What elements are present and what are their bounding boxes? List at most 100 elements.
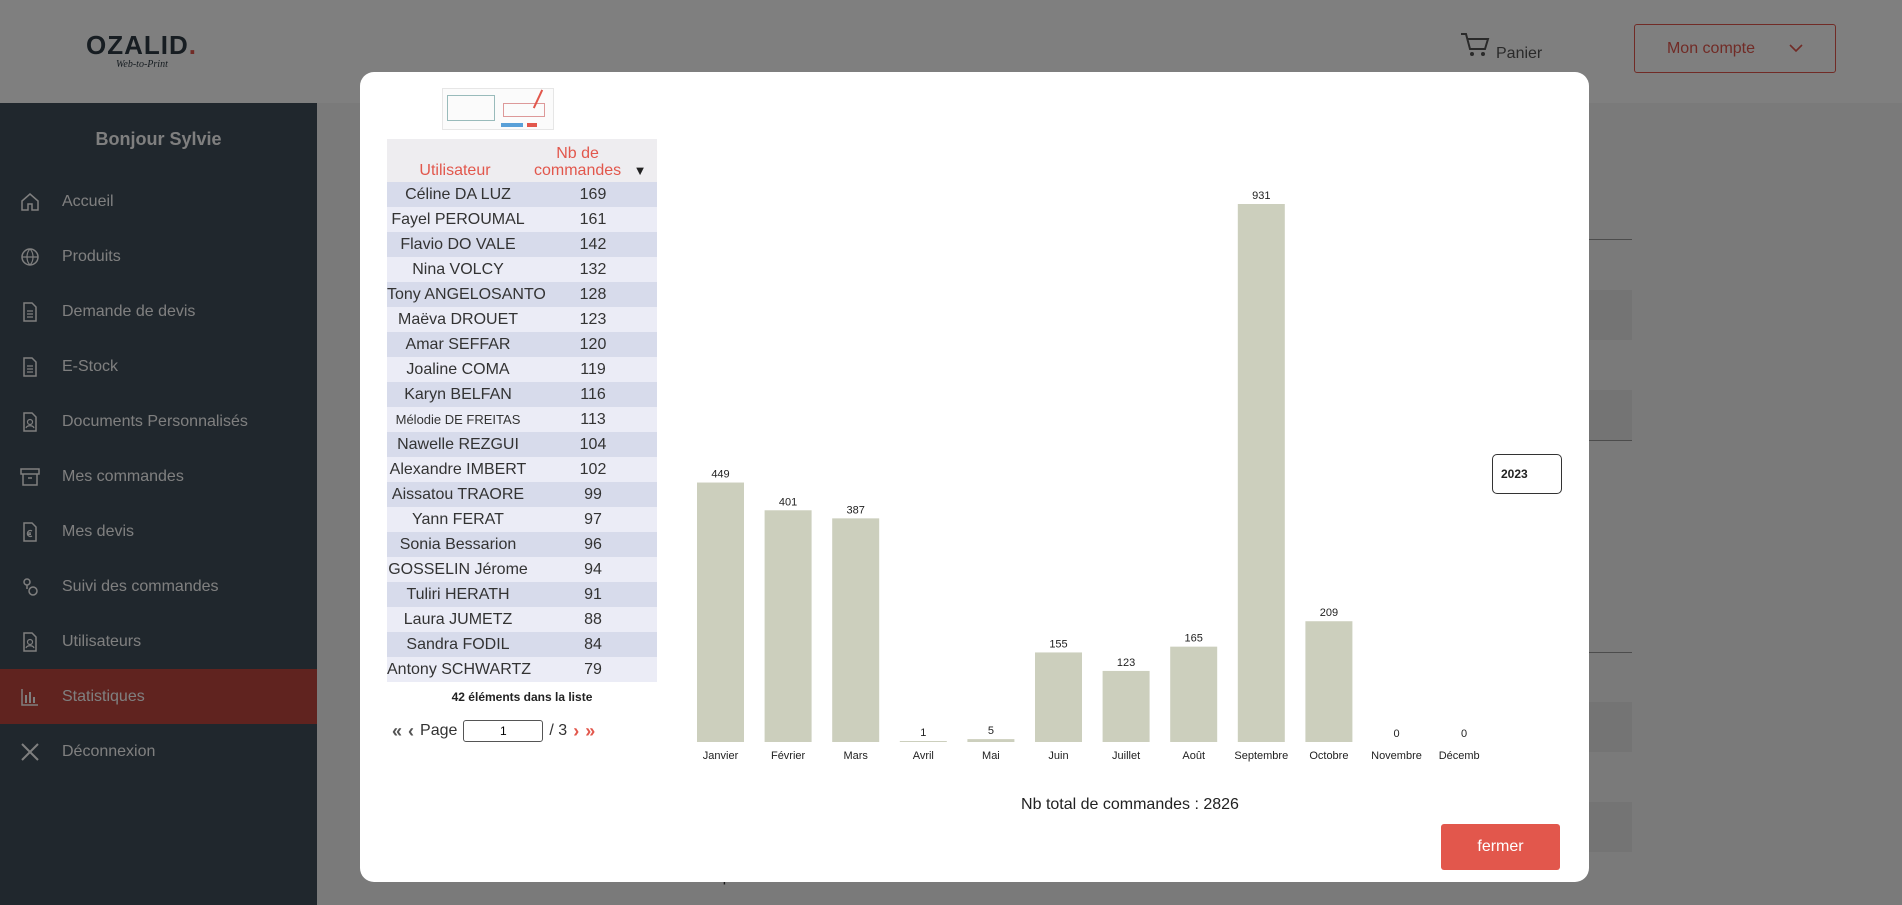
table-row[interactable]: Tony ANGELOSANTO 128 bbox=[387, 282, 657, 307]
cell-user: Yann FERAT bbox=[412, 510, 504, 528]
tick-label: Décembre bbox=[1439, 750, 1480, 762]
table-row[interactable]: Tuliri HERATH 91 bbox=[387, 582, 657, 607]
column-header-count[interactable]: Nb de commandes ▼ bbox=[515, 139, 657, 182]
table-row[interactable]: Joaline COMA 119 bbox=[387, 357, 657, 382]
year-select[interactable]: 2023 bbox=[1492, 454, 1562, 494]
bar-mai bbox=[967, 739, 1015, 742]
cell-user: Alexandre IMBERT bbox=[389, 460, 527, 478]
page-label: Page bbox=[420, 722, 458, 739]
table-row[interactable]: Fayel PEROUMAL 161 bbox=[387, 207, 657, 232]
cell-user: Tony ANGELOSANTO bbox=[387, 285, 546, 303]
cell-user: Amar SEFFAR bbox=[405, 335, 511, 353]
table-row[interactable]: Nina VOLCY 132 bbox=[387, 257, 657, 282]
bar-octobre bbox=[1305, 621, 1353, 742]
table-row[interactable]: Aissatou TRAORE 99 bbox=[387, 482, 657, 507]
table-row[interactable]: Laura JUMETZ 88 bbox=[387, 607, 657, 632]
table-row[interactable]: Sandra FODIL 84 bbox=[387, 632, 657, 657]
next-page-icon[interactable]: › bbox=[573, 720, 580, 741]
table-body: Céline DA LUZ 169 Fayel PEROUMAL 161 Flavio … bbox=[387, 182, 657, 682]
data-label: 209 bbox=[1320, 607, 1338, 619]
data-label: 401 bbox=[779, 496, 797, 508]
cell-count: 113 bbox=[580, 410, 606, 428]
cell-user: Maëva DROUET bbox=[397, 310, 519, 328]
data-label: 0 bbox=[1461, 728, 1467, 740]
previous-page-icon[interactable]: ‹ bbox=[408, 720, 415, 741]
first-page-icon[interactable]: « bbox=[392, 720, 403, 741]
bar-juillet bbox=[1102, 670, 1150, 742]
monthly-orders-chart: 449 Janvier 401 Février 387 Mars 1 Avril 5 Mai 155… bbox=[697, 190, 1480, 762]
tick-label: Janvier bbox=[703, 750, 739, 762]
tick-label: Juin bbox=[1048, 750, 1068, 762]
table-row[interactable]: Antony SCHWARTZ 79 bbox=[387, 657, 657, 682]
tick-label: Septembre bbox=[1234, 750, 1288, 762]
bar-janvier bbox=[697, 482, 744, 742]
cell-user: Mélodie DE FREITAS bbox=[395, 412, 521, 427]
cell-count: 84 bbox=[584, 635, 602, 653]
page-input[interactable] bbox=[463, 720, 544, 742]
cell-user: Antony SCHWARTZ bbox=[387, 660, 532, 678]
cell-count: 88 bbox=[584, 610, 602, 628]
cell-user: Sandra FODIL bbox=[406, 635, 510, 653]
table-row[interactable]: Maëva DROUET 123 bbox=[387, 307, 657, 332]
cell-count: 94 bbox=[584, 560, 602, 578]
data-label: 123 bbox=[1117, 657, 1135, 669]
data-label: 387 bbox=[847, 504, 865, 516]
cell-user: Aissatou TRAORE bbox=[391, 485, 525, 503]
table-row[interactable]: Karyn BELFAN 116 bbox=[387, 382, 657, 407]
close-button[interactable]: fermer bbox=[1441, 824, 1560, 870]
cell-count: 161 bbox=[579, 210, 607, 228]
cell-user: Laura JUMETZ bbox=[403, 610, 513, 628]
tick-label: Mars bbox=[843, 750, 868, 762]
cell-count: 79 bbox=[584, 660, 602, 678]
table-row[interactable]: GOSSELIN Jérome 94 bbox=[387, 557, 657, 582]
table-header: Utilisateur Nb de commandes ▼ bbox=[387, 139, 657, 182]
cell-user: Karyn BELFAN bbox=[404, 385, 512, 403]
cell-count: 97 bbox=[584, 510, 602, 528]
page-total: / 3 bbox=[549, 722, 568, 739]
cell-count: 116 bbox=[580, 385, 606, 403]
table-row[interactable]: Amar SEFFAR 120 bbox=[387, 332, 657, 357]
table-row[interactable]: Céline DA LUZ 169 bbox=[387, 182, 657, 207]
table-row[interactable]: Mélodie DE FREITAS 113 bbox=[387, 407, 657, 432]
cell-count: 119 bbox=[580, 360, 606, 378]
cell-count: 102 bbox=[579, 460, 607, 478]
cell-count: 120 bbox=[579, 335, 607, 353]
cell-count: 104 bbox=[579, 435, 607, 453]
chart-total-orders: Nb total de commandes : 2826 bbox=[1021, 796, 1239, 813]
cell-count: 169 bbox=[579, 185, 607, 203]
cell-count: 128 bbox=[579, 285, 607, 303]
table-row[interactable]: Sonia Bessarion 96 bbox=[387, 532, 657, 557]
cell-count: 123 bbox=[579, 310, 607, 328]
table-row[interactable]: Nawelle REZGUI 104 bbox=[387, 432, 657, 457]
bar-mars bbox=[832, 518, 880, 742]
tick-label: Avril bbox=[913, 750, 934, 762]
report-thumbnail bbox=[442, 88, 554, 130]
users-orders-table: Utilisateur Nb de commandes ▼ Céline DA … bbox=[387, 139, 657, 682]
bar-juin bbox=[1035, 652, 1082, 742]
data-label: 155 bbox=[1049, 638, 1067, 650]
cell-user: Tuliri HERATH bbox=[406, 585, 510, 603]
tick-label: Août bbox=[1182, 750, 1205, 762]
statistics-modal: Utilisateur Nb de commandes ▼ Céline DA … bbox=[360, 72, 1589, 882]
table-row[interactable]: Flavio DO VALE 142 bbox=[387, 232, 657, 257]
table-row[interactable]: Alexandre IMBERT 102 bbox=[387, 457, 657, 482]
data-label: 5 bbox=[988, 725, 994, 737]
data-label: 165 bbox=[1185, 633, 1203, 645]
bar-septembre bbox=[1237, 204, 1285, 742]
table-row[interactable]: Yann FERAT 97 bbox=[387, 507, 657, 532]
bar-août bbox=[1170, 646, 1218, 742]
cell-user: Nina VOLCY bbox=[412, 260, 504, 278]
cell-user: Joaline COMA bbox=[406, 360, 510, 378]
column-header-user[interactable]: Utilisateur bbox=[419, 162, 491, 179]
data-label: 1 bbox=[920, 727, 926, 739]
cell-user: Céline DA LUZ bbox=[405, 185, 511, 203]
last-page-icon[interactable]: » bbox=[585, 720, 596, 741]
cell-user: Nawelle REZGUI bbox=[397, 435, 519, 453]
bar-avril bbox=[899, 741, 947, 742]
items-count: 42 éléments dans la liste bbox=[451, 690, 593, 704]
cell-count: 99 bbox=[584, 485, 602, 503]
cell-user: Sonia Bessarion bbox=[399, 535, 517, 553]
data-label: 449 bbox=[711, 469, 729, 481]
tick-label: Mai bbox=[982, 750, 1000, 762]
data-label: 0 bbox=[1393, 728, 1399, 740]
